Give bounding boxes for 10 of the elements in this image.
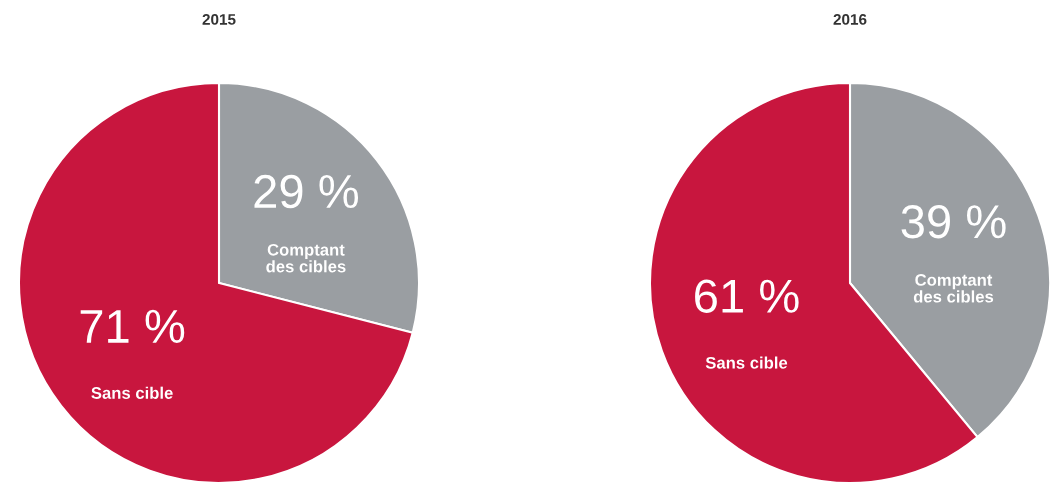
slice-label: Sans cible bbox=[705, 356, 788, 369]
slice-label: Comptant des cibles bbox=[913, 274, 994, 303]
chart-title: 2016 bbox=[833, 14, 867, 25]
data-label: 29 % bbox=[254, 174, 359, 209]
slice-label: Sans cible bbox=[91, 386, 173, 399]
data-label: 71 % bbox=[80, 309, 185, 343]
data-label: 61 % bbox=[695, 279, 799, 313]
chart-title: 2015 bbox=[202, 14, 236, 25]
slice-label: Comptant des cibles bbox=[266, 243, 346, 273]
data-label: 39 % bbox=[901, 204, 1006, 239]
